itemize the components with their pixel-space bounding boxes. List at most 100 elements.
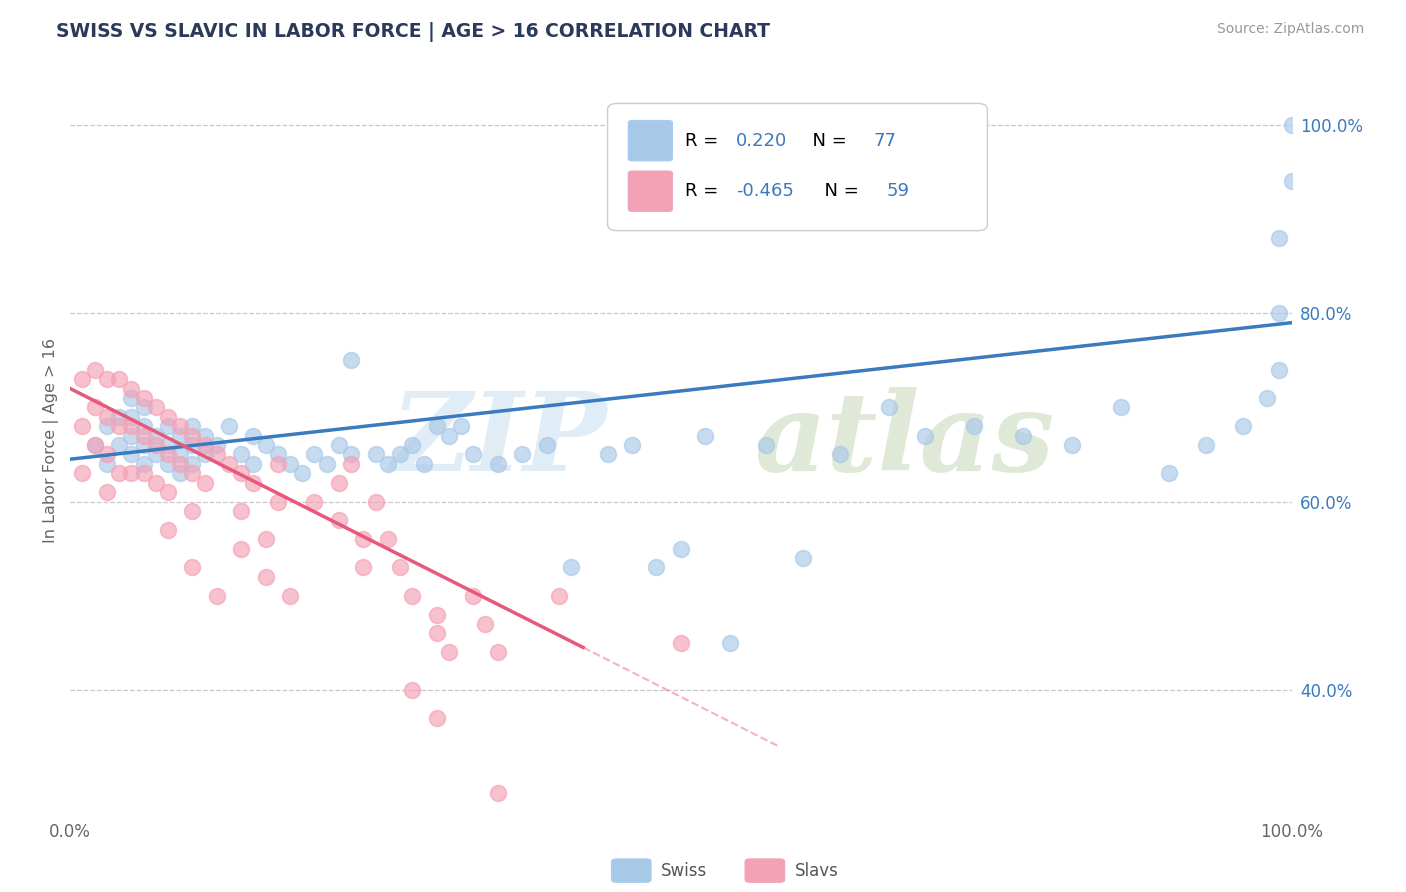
Point (120, 419, 142, 434)
Text: Swiss: Swiss (661, 862, 707, 880)
Point (1281, 118, 1303, 132)
Point (120, 409, 142, 424)
Text: Slavs: Slavs (794, 862, 838, 880)
Point (388, 448, 411, 462)
Point (181, 504, 204, 518)
Point (1232, 419, 1254, 434)
Point (145, 448, 167, 462)
Point (145, 475, 167, 490)
Point (156, 409, 179, 424)
Point (120, 428, 142, 442)
Point (254, 532, 277, 546)
Point (145, 428, 167, 442)
Point (304, 448, 326, 462)
Point (486, 457, 509, 471)
Point (108, 372, 131, 386)
Point (194, 438, 217, 452)
Point (364, 448, 387, 462)
Point (194, 448, 217, 462)
Point (205, 438, 228, 452)
Point (169, 457, 191, 471)
Point (242, 428, 264, 442)
Point (1281, 174, 1303, 188)
Point (388, 560, 411, 574)
Point (426, 626, 449, 640)
Point (169, 448, 191, 462)
Point (463, 448, 485, 462)
Point (510, 448, 533, 462)
Point (1011, 428, 1033, 442)
Text: ZIP: ZIP (391, 386, 607, 494)
Point (1268, 231, 1291, 245)
Point (364, 494, 387, 508)
Point (695, 428, 717, 442)
Point (267, 494, 290, 508)
Point (877, 401, 900, 415)
Point (83, 438, 105, 452)
Text: 0.220: 0.220 (735, 132, 787, 150)
Point (450, 419, 472, 434)
Y-axis label: In Labor Force | Age > 16: In Labor Force | Age > 16 (44, 338, 59, 543)
Point (377, 532, 399, 546)
Point (169, 428, 191, 442)
Point (340, 457, 363, 471)
Point (963, 419, 986, 434)
Point (560, 560, 582, 574)
Point (72, 467, 94, 481)
Point (1159, 467, 1181, 481)
Point (218, 419, 240, 434)
Point (278, 589, 301, 603)
Point (254, 438, 277, 452)
Point (96, 372, 118, 386)
Point (426, 711, 449, 725)
Point (231, 504, 253, 518)
Point (132, 438, 155, 452)
Point (96, 419, 118, 434)
Text: N =: N = (800, 132, 852, 150)
Point (96, 409, 118, 424)
Point (352, 532, 374, 546)
Point (645, 560, 668, 574)
Point (181, 438, 204, 452)
Point (1256, 391, 1278, 405)
Point (352, 560, 374, 574)
Point (120, 391, 142, 405)
Point (1109, 401, 1132, 415)
Point (474, 616, 496, 631)
Point (242, 457, 264, 471)
Text: Source: ZipAtlas.com: Source: ZipAtlas.com (1216, 22, 1364, 37)
Point (72, 372, 94, 386)
Point (328, 438, 350, 452)
Point (132, 419, 155, 434)
Point (181, 560, 204, 574)
Point (169, 467, 191, 481)
Point (181, 467, 204, 481)
Point (132, 401, 155, 415)
Point (194, 475, 217, 490)
Point (108, 467, 131, 481)
Point (340, 353, 363, 368)
Point (83, 438, 105, 452)
Point (108, 409, 131, 424)
Point (181, 428, 204, 442)
Point (1268, 363, 1291, 377)
Point (181, 419, 204, 434)
Point (596, 448, 619, 462)
Point (1268, 306, 1291, 320)
FancyBboxPatch shape (628, 171, 672, 211)
Point (413, 457, 436, 471)
Text: atlas: atlas (754, 386, 1054, 494)
Text: N =: N = (813, 182, 865, 200)
Point (669, 541, 692, 556)
Point (401, 438, 423, 452)
Point (132, 428, 155, 442)
Point (156, 485, 179, 500)
Point (486, 786, 509, 800)
Point (278, 457, 301, 471)
Point (108, 419, 131, 434)
Point (120, 448, 142, 462)
Point (328, 513, 350, 527)
Point (536, 438, 558, 452)
Point (914, 428, 936, 442)
Point (218, 457, 240, 471)
